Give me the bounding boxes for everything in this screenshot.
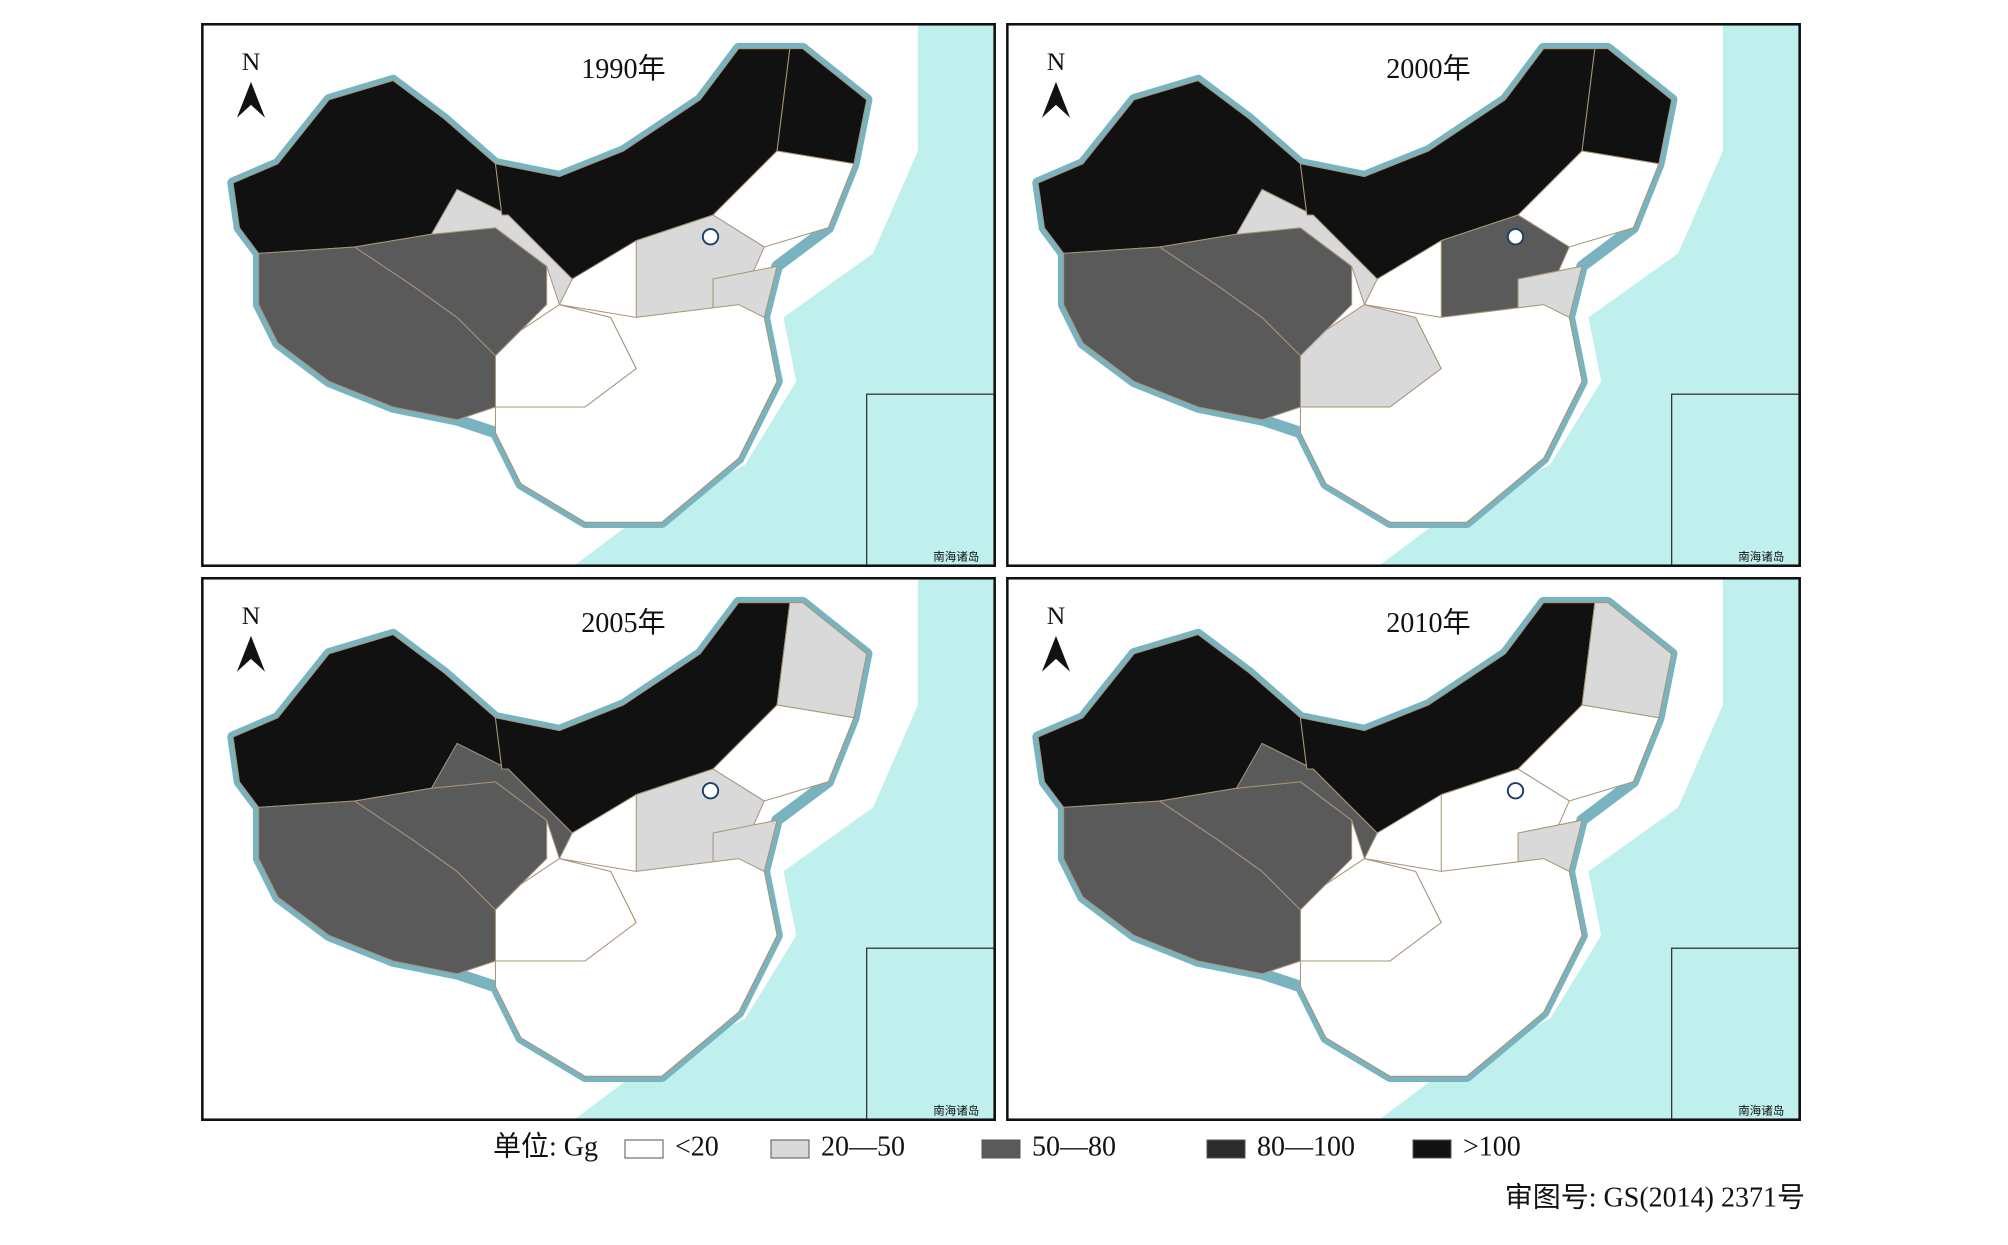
north-label: N bbox=[1047, 47, 1065, 76]
inset-box bbox=[1671, 947, 1801, 1121]
map-panel: 1990年 N 南海诸岛 bbox=[201, 23, 996, 567]
legend-label: >100 bbox=[1463, 1131, 1521, 1162]
capital bbox=[701, 228, 720, 246]
map-panel: 2000年 N 南海诸岛 bbox=[1006, 23, 1801, 567]
north-arrow bbox=[236, 81, 266, 118]
panel-title: 2000年 bbox=[1386, 53, 1470, 85]
legend-label: <20 bbox=[675, 1131, 719, 1162]
approval-number: 审图号: GS(2014) 2371号 bbox=[1505, 1181, 1805, 1213]
panel-title: 2010年 bbox=[1386, 607, 1470, 639]
panel-frame bbox=[201, 577, 996, 1121]
north-label: N bbox=[242, 47, 260, 76]
legend-swatch bbox=[981, 1139, 1021, 1159]
province bbox=[1517, 150, 1660, 248]
province bbox=[430, 742, 573, 860]
north-label: N bbox=[242, 601, 260, 630]
inset-box bbox=[866, 947, 996, 1121]
north-label: N bbox=[1047, 601, 1065, 630]
province bbox=[430, 188, 573, 306]
province bbox=[1235, 742, 1378, 860]
province bbox=[1235, 188, 1378, 306]
legend-swatch bbox=[624, 1139, 664, 1159]
panel-title: 1990年 bbox=[581, 53, 665, 85]
panel-title: 2005年 bbox=[581, 607, 665, 639]
panel-frame bbox=[1006, 577, 1801, 1121]
panel-frame bbox=[201, 23, 996, 567]
province bbox=[712, 704, 855, 802]
legend-label: 50—80 bbox=[1032, 1131, 1116, 1162]
inset-box bbox=[1671, 393, 1801, 567]
province bbox=[1299, 858, 1583, 1077]
capital bbox=[1506, 782, 1525, 800]
capital bbox=[1506, 228, 1525, 246]
legend-label: 80—100 bbox=[1257, 1131, 1355, 1162]
legend-swatch bbox=[770, 1139, 810, 1159]
map-panel: 2005年 N 南海诸岛 bbox=[201, 577, 996, 1121]
north-arrow bbox=[1041, 81, 1071, 118]
province bbox=[494, 858, 778, 1077]
north-arrow bbox=[236, 635, 266, 672]
legend-label: 20—50 bbox=[821, 1131, 905, 1162]
panel-frame bbox=[1006, 23, 1801, 567]
legend-unit: 单位: Gg bbox=[493, 1130, 598, 1162]
legend-swatch bbox=[1206, 1139, 1246, 1159]
legend-swatch bbox=[1412, 1139, 1452, 1159]
inset-label: 南海诸岛 bbox=[1738, 1104, 1784, 1118]
north-arrow bbox=[1041, 635, 1071, 672]
province bbox=[1299, 304, 1583, 523]
inset-label: 南海诸岛 bbox=[933, 550, 979, 564]
province bbox=[712, 150, 855, 248]
capital bbox=[701, 782, 720, 800]
map-panel: 2010年 N 南海诸岛 bbox=[1006, 577, 1801, 1121]
inset-label: 南海诸岛 bbox=[1738, 550, 1784, 564]
province bbox=[1517, 704, 1660, 802]
province bbox=[494, 304, 778, 523]
inset-label: 南海诸岛 bbox=[933, 1104, 979, 1118]
inset-box bbox=[866, 393, 996, 567]
